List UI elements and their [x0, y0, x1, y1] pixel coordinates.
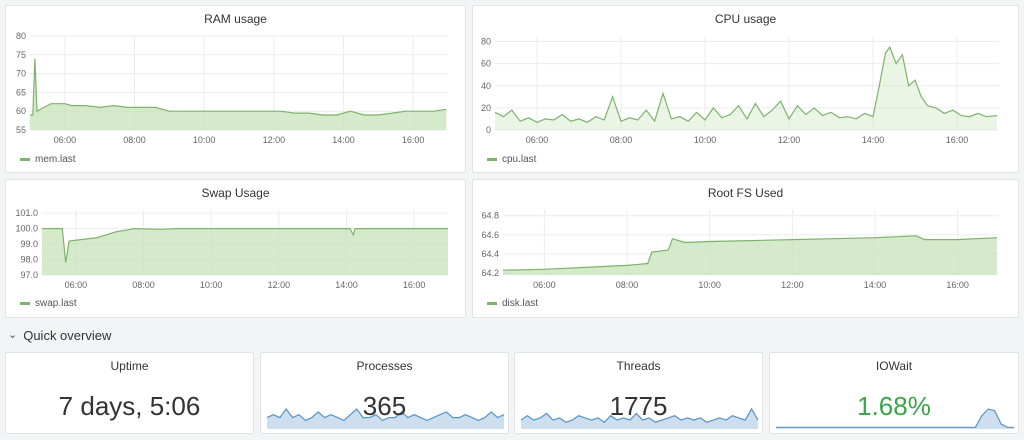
x-tick-label: 06:00	[65, 280, 88, 290]
y-tick-label: 60	[481, 59, 491, 69]
ram-chart: 55 60 65 70 75 80 06:00 08:00 10:00 12:00 14:00 16:…	[16, 31, 448, 145]
stat-value: 365	[362, 391, 407, 421]
legend-label: disk.last	[502, 298, 539, 309]
x-tick-label: 08:00	[132, 280, 155, 290]
stat-value: 7 days, 5:06	[58, 391, 201, 421]
x-tick-label: 10:00	[698, 280, 721, 290]
y-tick-label: 65	[16, 87, 26, 97]
y-tick-label: 60	[16, 106, 26, 116]
x-tick-label: 14:00	[332, 135, 355, 145]
series-line	[494, 45, 997, 123]
row-title: Quick overview	[23, 327, 112, 343]
sparkline-line	[520, 407, 759, 424]
panel-title[interactable]: Swap Usage	[201, 186, 270, 200]
sparkline-area	[521, 409, 758, 429]
panel-title[interactable]: Uptime	[110, 359, 149, 373]
x-tick-label: 14:00	[335, 280, 358, 290]
x-tick-label: 10:00	[200, 280, 223, 290]
stat-panel-uptime[interactable]: Uptime 7 days, 5:06	[5, 352, 254, 434]
series-area	[30, 58, 447, 130]
legend-item[interactable]: cpu.last	[487, 154, 536, 165]
legend-label: cpu.last	[502, 154, 537, 165]
legend-swatch	[20, 158, 30, 161]
x-tick-label: 06:00	[533, 280, 556, 290]
panel-title[interactable]: Threads	[616, 359, 661, 373]
stat-panel-iowait[interactable]: IOWait 1.68%	[769, 352, 1019, 434]
y-tick-label: 64.2	[481, 268, 499, 278]
y-tick-label: 99.0	[20, 239, 38, 249]
x-tick-label: 10:00	[193, 135, 216, 145]
y-tick-label: 80	[481, 37, 491, 47]
y-tick-label: 101.0	[15, 208, 38, 218]
sparkline	[266, 407, 505, 429]
x-tick-label: 16:00	[946, 135, 969, 145]
stat-value: 1775	[609, 391, 668, 421]
x-tick-label: 06:00	[526, 135, 549, 145]
x-tick-label: 06:00	[54, 135, 77, 145]
x-tick-label: 12:00	[268, 280, 291, 290]
y-tick-label: 40	[481, 81, 491, 91]
series-area	[42, 228, 448, 275]
x-tick-label: 10:00	[694, 135, 717, 145]
legend-item[interactable]: mem.last	[20, 154, 76, 165]
legend-swatch	[487, 302, 497, 305]
series-line	[42, 227, 448, 263]
x-tick-label: 08:00	[610, 135, 633, 145]
panel-title[interactable]: CPU usage	[714, 12, 777, 26]
panel-title[interactable]: Processes	[356, 359, 413, 373]
legend-item[interactable]: disk.last	[487, 298, 538, 309]
y-tick-label: 64.8	[481, 211, 499, 221]
y-tick-label: 97.0	[20, 270, 38, 280]
y-tick-label: 100.0	[15, 224, 38, 234]
legend-item[interactable]: swap.last	[20, 298, 77, 309]
series-line	[502, 235, 997, 271]
graph-panel-disk[interactable]: Root FS Used 64.2 64.4 64.6 64.8 06:00 08:00 1…	[472, 179, 1019, 318]
y-tick-label: 64.6	[481, 230, 499, 240]
sparkline-line	[266, 407, 505, 422]
y-tick-label: 64.4	[481, 249, 499, 259]
chevron-down-icon: ⌄	[8, 328, 18, 341]
graph-panel-swap[interactable]: Swap Usage 97.0 98.0 99.0 100.0 101.0 06:00 08…	[5, 179, 466, 318]
series-line	[30, 58, 447, 116]
y-tick-label: 98.0	[20, 255, 38, 265]
series-area	[495, 47, 997, 130]
x-tick-label: 14:00	[864, 280, 887, 290]
x-tick-label: 12:00	[263, 135, 286, 145]
legend-swatch	[487, 158, 497, 161]
graph-panel-ram[interactable]: RAM usage 55 60 65 70 75 80 06:00 08:00 10:00 12:…	[5, 5, 466, 173]
stat-panel-threads[interactable]: Threads 1775	[514, 352, 763, 434]
swap-chart: 97.0 98.0 99.0 100.0 101.0 06:00 08:00 10:00 12:…	[15, 208, 448, 290]
stat-value: 1.68%	[857, 391, 931, 421]
x-tick-label: 14:00	[862, 135, 885, 145]
stat-panel-processes[interactable]: Processes 365	[260, 352, 509, 434]
panel-title[interactable]: Root FS Used	[707, 186, 784, 200]
legend-swatch	[20, 302, 30, 305]
x-tick-label: 08:00	[616, 280, 639, 290]
sparkline-line	[776, 408, 1014, 428]
cpu-chart: 0 20 40 60 80 06:00 08:00 10:00 12:00 14:00 16:00	[481, 36, 999, 145]
panel-title[interactable]: RAM usage	[204, 12, 267, 26]
legend-label: mem.last	[35, 154, 76, 165]
x-tick-label: 16:00	[402, 135, 425, 145]
sparkline-area	[776, 409, 1014, 429]
panel-title[interactable]: IOWait	[875, 359, 913, 373]
x-tick-label: 16:00	[946, 280, 969, 290]
y-tick-label: 20	[481, 103, 491, 113]
sparkline	[776, 408, 1014, 429]
y-tick-label: 55	[16, 125, 26, 135]
x-tick-label: 16:00	[403, 280, 426, 290]
row-header-quick-overview[interactable]: ⌄ Quick overview	[8, 326, 111, 344]
series-area	[503, 235, 997, 275]
disk-chart: 64.2 64.4 64.6 64.8 06:00 08:00 10:00 12:00 14:0…	[481, 210, 999, 290]
y-tick-label: 0	[486, 125, 491, 135]
graph-panel-cpu[interactable]: CPU usage 0 20 40 60 80 06:00 08:00 10:00 12:00 1…	[472, 5, 1019, 173]
y-tick-label: 80	[16, 31, 26, 41]
y-tick-label: 75	[16, 50, 26, 60]
legend-label: swap.last	[35, 298, 77, 309]
sparkline	[520, 407, 759, 429]
x-tick-label: 12:00	[781, 280, 804, 290]
y-tick-label: 70	[16, 69, 26, 79]
x-tick-label: 08:00	[123, 135, 146, 145]
x-tick-label: 12:00	[778, 135, 801, 145]
